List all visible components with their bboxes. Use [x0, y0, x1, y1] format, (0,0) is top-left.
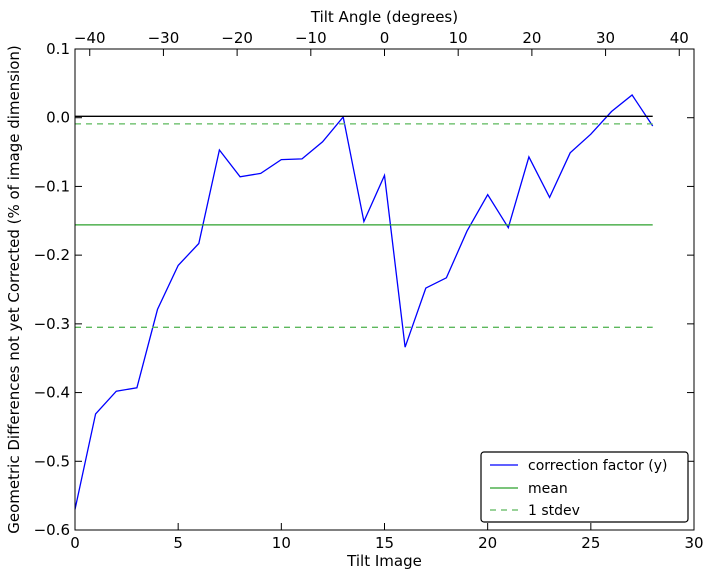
y-tick-label: −0.3: [34, 315, 70, 333]
top-tick-label: 20: [522, 29, 541, 47]
legend-label-mean: mean: [528, 481, 568, 497]
top-tick-label: −20: [221, 29, 253, 47]
top-tick-label: −40: [74, 29, 106, 47]
ticks-layer: 0 5 10 15 20 25 30 −0.6 −0.5 −0.4 −0.3 −0.2 −0.1 0.0 0…: [34, 29, 704, 552]
y-tick-label: −0.5: [34, 452, 70, 470]
series-line-0: [74, 94, 654, 510]
x-tick-label: 5: [173, 534, 183, 552]
y-tick-label: −0.2: [34, 246, 70, 264]
top-tick-label: −10: [295, 29, 327, 47]
top-tick-label: 30: [596, 29, 615, 47]
y-tick-label: 0.0: [46, 109, 70, 127]
top-tick-label: 0: [380, 29, 390, 47]
y-tick-label: −0.6: [34, 521, 70, 539]
legend-label-stdev: 1 stdev: [528, 503, 580, 519]
x-tick-label: 10: [272, 534, 291, 552]
top-tick-label: 10: [449, 29, 468, 47]
y-tick-label: 0.1: [46, 40, 70, 58]
top-tick-label: −30: [148, 29, 180, 47]
series-layer: [74, 94, 654, 510]
legend-label-correction-factor: correction factor (y): [528, 458, 667, 474]
x-tick-label: 25: [581, 534, 600, 552]
plot-area: [75, 49, 694, 530]
x-tick-label: 30: [684, 534, 703, 552]
y-axis-label: Geometric Differences not yet Corrected …: [5, 45, 23, 534]
top-x-axis-label: Tilt Angle (degrees): [310, 8, 458, 26]
legend: correction factor (y) mean 1 stdev: [480, 451, 689, 523]
y-tick-label: −0.1: [34, 177, 70, 195]
x-tick-label: 20: [478, 534, 497, 552]
legend-box: [480, 451, 689, 523]
top-tick-label: 40: [670, 29, 689, 47]
x-axis-label: Tilt Image: [346, 552, 422, 570]
y-tick-label: −0.4: [34, 384, 70, 402]
x-tick-label: 15: [375, 534, 394, 552]
x-tick-label: 0: [70, 534, 80, 552]
